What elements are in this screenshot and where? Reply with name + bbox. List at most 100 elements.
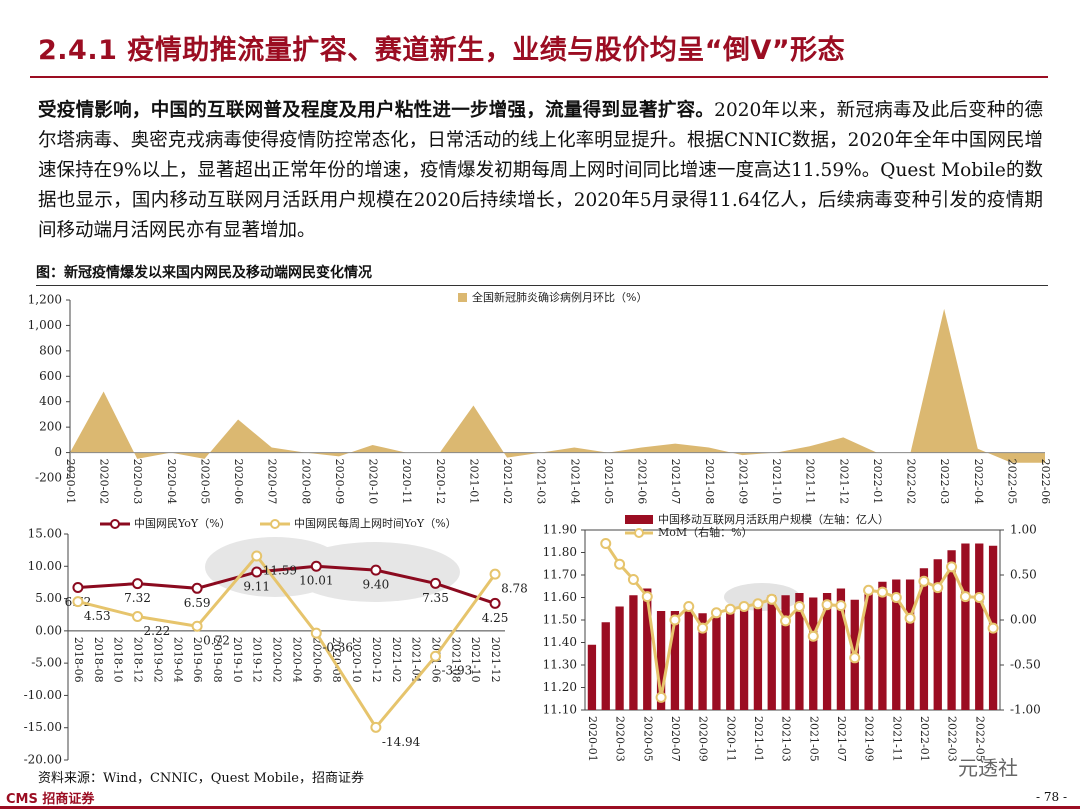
- x-tick-label: 2021-09: [736, 459, 749, 505]
- x-tick-label: 2020-06: [232, 459, 245, 505]
- source: 资料来源：Wind，CNNIC，Quest Mobile，招商证券: [38, 771, 364, 786]
- y-tick-label: 0.50: [1010, 568, 1037, 582]
- heading-rule: [30, 76, 1048, 78]
- y-tick-label: -1.00: [1010, 703, 1041, 717]
- point: [429, 577, 441, 589]
- x-tick-label: 2021-03: [780, 716, 793, 762]
- point: [835, 600, 847, 612]
- x-tick-label: 2020-04: [290, 637, 303, 683]
- x-tick-label: 2022-05: [1005, 459, 1018, 505]
- point: [849, 652, 861, 664]
- point: [489, 568, 501, 580]
- data-label: 7.35: [422, 591, 449, 605]
- x-tick-label: 2021-01: [752, 716, 765, 762]
- point: [600, 538, 612, 549]
- watermark: 元透社: [958, 756, 1018, 780]
- x-tick-label: 2020-09: [333, 459, 346, 505]
- x-tick-label: 2019-08: [211, 637, 224, 683]
- figure-caption: 图：新冠疫情爆发以来国内网民及移动端网民变化情况: [36, 262, 1048, 286]
- legend-swatch: [625, 515, 653, 524]
- y-tick-label: 10.00: [28, 559, 62, 573]
- data-label: 6.59: [184, 596, 211, 610]
- y-tick-label: -10.00: [24, 688, 62, 702]
- point: [946, 561, 958, 573]
- line: [77, 553, 497, 730]
- x-tick-label: 2021-09: [863, 716, 876, 762]
- bar: [947, 550, 956, 710]
- point: [987, 622, 999, 634]
- bar: [905, 579, 915, 710]
- y-tick-label: 800: [39, 343, 62, 357]
- y-tick-label: 1,200: [28, 293, 62, 307]
- point: [959, 591, 971, 603]
- legend-label: 中国网民每周上网时间YoY（%）: [294, 516, 457, 530]
- x-tick-label: 2021-03: [535, 459, 548, 505]
- point: [191, 582, 203, 594]
- x-tick-label: 2020-06: [310, 637, 323, 683]
- y-tick-label: 11.50: [543, 613, 577, 627]
- x-tick-label: 2020-10: [367, 459, 380, 505]
- bar: [753, 602, 763, 710]
- x-tick-label: 2021-05: [807, 716, 820, 762]
- bar: [601, 622, 610, 710]
- x-tick-label: 2020-07: [669, 716, 682, 762]
- x-tick-label: 2021-11: [890, 716, 903, 762]
- data-label: 10.01: [299, 574, 333, 588]
- point: [251, 566, 263, 578]
- legend-label: 中国网民YoY（%）: [134, 517, 231, 530]
- point: [310, 627, 322, 639]
- point: [710, 607, 722, 619]
- point: [370, 564, 382, 576]
- x-tick-label: 2021-12: [837, 459, 850, 505]
- x-tick-label: 2020-11: [400, 459, 413, 505]
- bar: [795, 593, 804, 710]
- y-tick-label: 0.00: [35, 623, 62, 637]
- heading: 2.4.1 疫情助推流量扩容、赛道新生，业绩与股价均呈“倒V”形态: [38, 35, 846, 66]
- x-tick-label: 2022-05: [973, 716, 986, 762]
- x-tick-label: 2019-10: [231, 637, 244, 683]
- x-tick-label: 2022-01: [871, 459, 884, 505]
- bar: [698, 613, 707, 710]
- point: [793, 601, 805, 612]
- legend-dot: [634, 528, 644, 538]
- y-tick-label: -0.50: [1010, 658, 1041, 672]
- y-tick-label: 200: [39, 420, 62, 434]
- point: [489, 597, 501, 609]
- x-tick-label: 2021-10: [469, 637, 482, 683]
- y-tick-label: 11.10: [543, 703, 577, 717]
- x-tick-label: 2021-08: [449, 637, 462, 683]
- x-tick-label: 2019-04: [171, 637, 184, 683]
- x-tick-label: 2020-11: [724, 716, 737, 762]
- point: [132, 611, 144, 623]
- x-tick-label: 2018-12: [132, 637, 145, 683]
- legend-label: 中国移动互联网月活跃用户规模（左轴：亿人）: [658, 512, 889, 526]
- x-tick-label: 2022-06: [1039, 459, 1052, 505]
- bar: [961, 543, 970, 710]
- x-tick-label: 2020-01: [586, 716, 599, 762]
- bar: [809, 597, 818, 710]
- point: [191, 620, 203, 632]
- y-tick-label: 11.60: [543, 590, 577, 604]
- data-label: 0.72: [203, 634, 230, 648]
- point: [973, 592, 985, 603]
- x-tick-label: 2018-08: [92, 637, 105, 683]
- x-tick-label: 2021-11: [804, 459, 817, 505]
- chart-netizens: -20.00 -15.00 -10.00 -5.00 0.00 5.00 10.00 15.0…: [24, 516, 528, 767]
- x-tick-label: 2022-01: [918, 716, 931, 762]
- x-tick-label: 2020-05: [641, 716, 654, 762]
- x-tick-label: 2022-04: [972, 459, 985, 505]
- point: [876, 586, 888, 598]
- data-label: 2.22: [144, 624, 171, 638]
- y-tick-label: 600: [39, 369, 62, 383]
- x-tick-label: 2021-05: [602, 459, 615, 505]
- x-tick-label: 2020-02: [98, 459, 111, 505]
- x-tick-label: 2022-03: [938, 459, 951, 505]
- bar: [892, 579, 901, 710]
- bar: [615, 606, 624, 710]
- x-tick-label: 2021-08: [703, 459, 716, 505]
- y-tick-label: -200: [35, 471, 62, 485]
- data-label: 9.11: [243, 580, 270, 594]
- point: [752, 598, 764, 610]
- x-tick-label: 2018-10: [112, 637, 125, 683]
- x-tick-label: 2019-12: [251, 637, 264, 683]
